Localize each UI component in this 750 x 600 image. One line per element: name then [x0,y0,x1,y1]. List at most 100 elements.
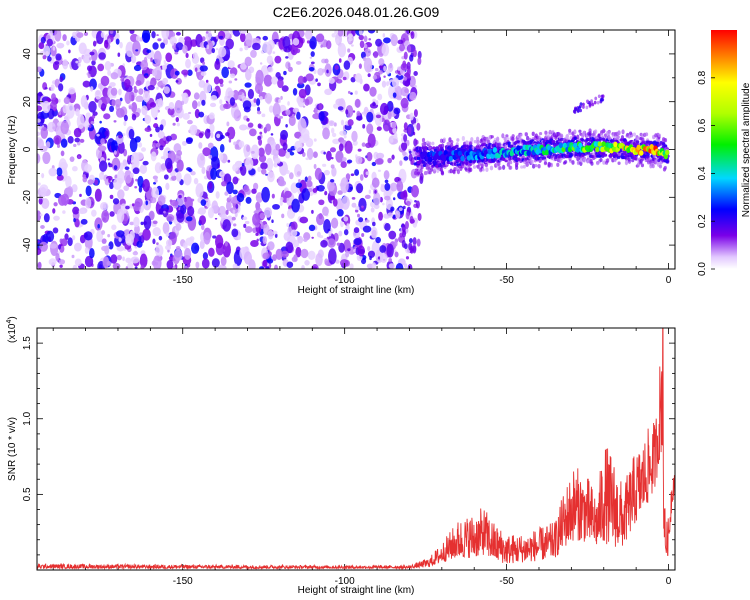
signal-halo [617,130,621,136]
noise-blob [228,138,232,143]
signal-halo [487,145,492,149]
noise-blob [259,131,263,135]
noise-blob [285,123,288,128]
y-tick-label: 0.5 [22,487,33,501]
noise-blob [91,60,96,66]
noise-blob [163,86,170,94]
noise-blob [62,104,68,114]
noise-blob [210,167,217,180]
noise-blob [272,51,276,54]
noise-blob [292,38,300,46]
noise-blob [265,266,270,269]
noise-blob [199,65,208,72]
secondary-feature [585,99,589,104]
noise-blob [261,113,266,118]
noise-blob [122,159,127,166]
noise-blob [190,171,196,176]
noise-blob [153,50,162,65]
noise-blob [402,151,407,156]
noise-blob [204,128,211,139]
noise-blob [215,234,224,249]
noise-blob [138,88,144,95]
secondary-feature [582,102,585,107]
noise-blob [304,30,313,40]
noise-blob [42,55,47,60]
noise-blob [125,41,135,58]
noise-blob [323,218,331,234]
signal-halo [548,162,552,166]
noise-blob [59,238,63,244]
noise-blob [131,101,138,113]
noise-blob [250,49,257,58]
noise-blob [368,38,372,41]
signal-halo [663,144,668,148]
noise-blob [298,88,307,99]
noise-blob [40,187,47,198]
noise-blob [359,174,364,181]
noise-blob [370,207,375,213]
noise-blob [78,209,86,215]
noise-blob [227,95,231,99]
noise-blob [176,159,184,172]
noise-blob [330,127,335,134]
noise-blob [37,118,41,123]
signal-core [601,141,606,147]
noise-blob [238,30,248,34]
noise-blob [312,188,318,194]
noise-blob [185,216,193,222]
noise-blob [62,59,69,70]
noise-blob [285,170,290,174]
noise-blob [91,209,97,217]
noise-blob [72,235,76,241]
noise-blob [261,186,271,203]
noise-blob [251,188,257,194]
noise-blob [55,253,60,262]
noise-blob [157,131,165,139]
noise-blob [232,30,241,37]
noise-blob [163,37,169,46]
noise-blob [207,142,214,149]
signal-halo [543,158,547,162]
noise-blob [107,233,111,238]
noise-blob [125,257,132,264]
noise-blob [345,250,350,258]
noise-blob [419,172,424,181]
colorbar-tick-label: 0.6 [697,118,708,132]
noise-blob [325,40,332,50]
noise-blob [135,95,144,103]
noise-blob [207,207,215,219]
signal-halo [576,134,580,140]
noise-blob [322,68,325,73]
noise-blob [127,155,131,161]
noise-blob [176,171,182,182]
noise-blob [402,79,411,87]
noise-blob [135,35,141,42]
signal-halo [588,128,592,134]
signal-halo [503,136,507,141]
noise-blob [405,30,410,35]
noise-blob [361,205,364,208]
noise-blob [101,170,104,175]
noise-blob [42,151,51,165]
noise-blob [383,37,391,44]
noise-blob [208,112,215,120]
signal-halo [428,141,432,146]
noise-blob [335,38,340,45]
noise-blob [267,229,274,240]
noise-blob [133,64,142,72]
noise-blob [205,202,211,208]
noise-blob [338,143,344,152]
noise-blob [122,133,126,137]
noise-blob [71,254,75,259]
noise-blob [203,82,212,94]
noise-blob [37,138,44,150]
noise-blob [64,233,69,241]
noise-blob [39,51,46,56]
noise-blob [166,239,173,247]
signal-halo [436,168,440,174]
noise-blob [151,186,160,200]
noise-blob [344,140,353,154]
noise-blob [384,195,391,201]
noise-blob [335,259,340,264]
signal-halo [573,129,577,135]
